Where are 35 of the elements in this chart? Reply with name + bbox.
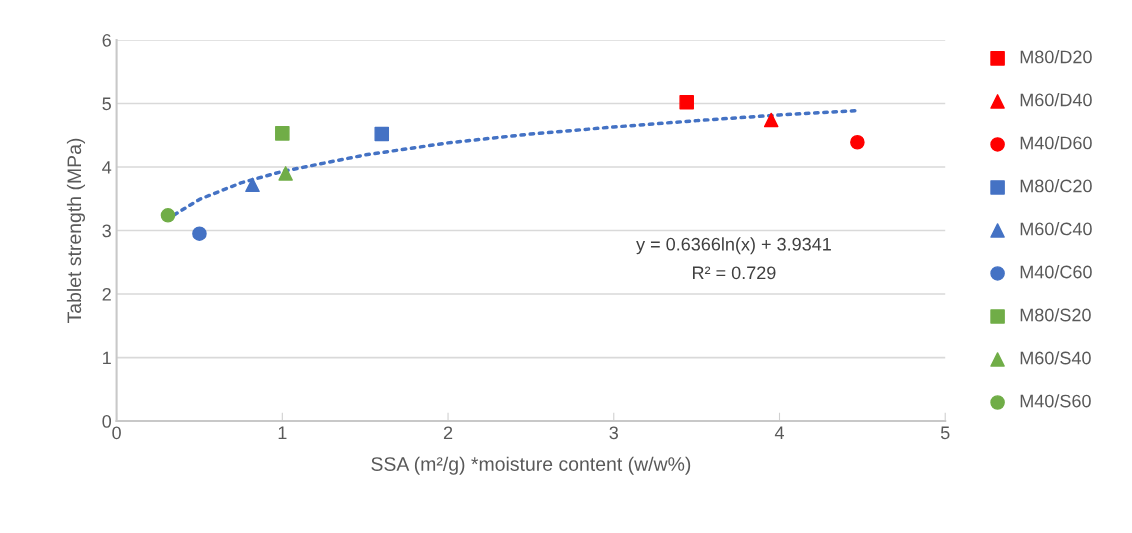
x-tick-label: 4 bbox=[774, 426, 784, 440]
legend-label: M80/C20 bbox=[1020, 179, 1092, 193]
y-tick-label: 4 bbox=[102, 161, 112, 174]
legend-label: M60/S40 bbox=[1020, 351, 1091, 365]
annotation: R² = 0.729 bbox=[693, 266, 776, 280]
point bbox=[278, 166, 293, 181]
y-tick-label: 0 bbox=[102, 415, 112, 428]
x-tick-label: 5 bbox=[940, 426, 950, 440]
y-tick-label: 3 bbox=[102, 224, 111, 238]
annotation: y = 0.6366ln(x) + 3.9341 bbox=[636, 237, 831, 255]
point bbox=[679, 94, 694, 110]
legend-label: M40/D60 bbox=[1020, 136, 1092, 150]
point bbox=[275, 126, 290, 141]
point bbox=[160, 207, 176, 223]
x-tick-label: 2 bbox=[443, 426, 453, 440]
legend-label: M40/S60 bbox=[1020, 394, 1091, 408]
y-tick-label: 5 bbox=[102, 97, 111, 111]
point bbox=[245, 177, 260, 193]
legend-label: M60/D40 bbox=[1020, 93, 1092, 107]
legend-label: M40/C60 bbox=[1020, 265, 1092, 279]
y-tick-label: 1 bbox=[103, 351, 111, 365]
point bbox=[374, 126, 390, 142]
point bbox=[192, 226, 207, 241]
point bbox=[763, 112, 779, 128]
x-axis-title: SSA (m²/g) *moisture content (w/w%) bbox=[371, 456, 691, 475]
y-tick-label: 2 bbox=[102, 287, 111, 301]
legend-label: M60/C40 bbox=[1020, 222, 1092, 236]
y-axis-title: Tablet strength (MPa) bbox=[66, 138, 86, 324]
legend-label: M80/D20 bbox=[1020, 50, 1092, 64]
point bbox=[850, 134, 865, 150]
y-tick-label: 6 bbox=[102, 33, 111, 47]
x-tick-label: 1 bbox=[278, 426, 287, 440]
x-tick-label: 0 bbox=[112, 426, 121, 440]
legend-label: M80/S20 bbox=[1020, 308, 1091, 322]
x-tick-label: 3 bbox=[609, 426, 618, 440]
